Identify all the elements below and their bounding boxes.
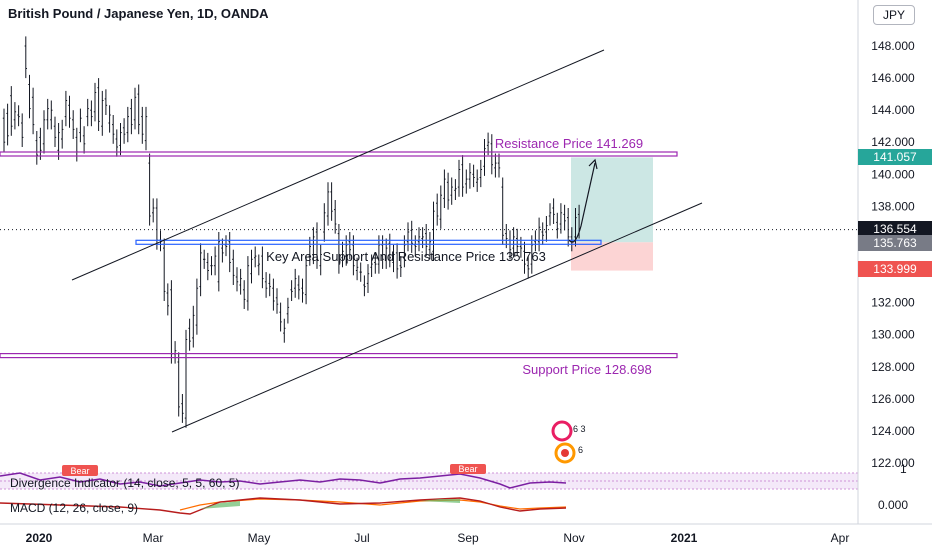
y-tick-label: 148.000	[871, 39, 915, 53]
x-tick-label: Nov	[563, 531, 584, 545]
projection-arrow	[568, 162, 596, 243]
y-tick-label: 140.000	[871, 167, 915, 181]
support-label: Support Price 128.698	[522, 362, 651, 377]
y-tick-label: 132.000	[871, 296, 915, 310]
y-tick-label: 126.000	[871, 392, 915, 406]
price-tag	[858, 261, 932, 277]
logo-text-top: 6 3	[573, 424, 586, 434]
logo-text-bottom: 6	[578, 445, 583, 455]
y-tick-label: 138.000	[871, 199, 915, 213]
x-tick-label: Sep	[457, 531, 479, 545]
x-tick-label: 2020	[26, 531, 53, 545]
macd-axis-label-2: 1	[900, 462, 907, 476]
macd-pane[interactable]	[0, 497, 567, 515]
resistance-label: Resistance Price 141.269	[495, 136, 643, 151]
price-axis[interactable]: 148.000 146.000 144.000 142.000 140.000 138.0…	[857, 0, 932, 524]
price-tag	[858, 221, 932, 237]
bear-signal-badge	[62, 465, 98, 476]
y-tick-label: 144.000	[871, 103, 915, 117]
price-tag-label: 141.057	[873, 150, 917, 164]
x-tick-label: Jul	[354, 531, 369, 545]
x-tick-label: Mar	[143, 531, 164, 545]
y-tick-label: 130.000	[871, 328, 915, 342]
plot-area[interactable]	[0, 0, 858, 524]
price-tag-label: 135.763	[873, 236, 917, 250]
price-level-line[interactable]	[135, 239, 602, 245]
y-tick-label: 122.000	[871, 456, 915, 470]
y-tick-label: 142.000	[871, 135, 915, 149]
position-stop-zone[interactable]	[571, 242, 653, 271]
x-tick-label: Apr	[831, 531, 850, 545]
divergence-pane[interactable]: Bear Bear	[0, 464, 858, 490]
currency-button[interactable]: JPY	[873, 5, 915, 25]
macd-histogram	[200, 499, 460, 509]
price-tag	[858, 149, 932, 165]
price-level-line[interactable]	[0, 353, 678, 359]
price-tag-label: 136.554	[873, 222, 917, 236]
price-level-line[interactable]	[0, 151, 678, 157]
bear-signal-badge-2	[450, 464, 486, 474]
divergence-indicator-label[interactable]: Divergence Indicator (14, close, 5, 5, 6…	[10, 476, 240, 490]
macd-indicator-label[interactable]: MACD (12, 26, close, 9)	[10, 501, 139, 515]
macd-axis-label: 0.000	[878, 498, 908, 512]
macd-line	[0, 497, 567, 515]
y-tick-label: 128.000	[871, 360, 915, 374]
bear-signal-text: Bear	[70, 466, 89, 476]
projection-arrowhead-icon	[588, 158, 598, 170]
price-levels[interactable]	[0, 151, 678, 359]
price-tag	[858, 235, 932, 251]
x-tick-label: May	[248, 531, 271, 545]
chart-title: British Pound / Japanese Yen, 1D, OANDA	[8, 6, 269, 21]
time-axis[interactable]: 2020 Mar May Jul Sep Nov 2021 Apr	[0, 523, 932, 545]
bear-signal-text-2: Bear	[458, 464, 477, 474]
key-area-label: Key Area Support And Resistance Price 13…	[266, 249, 546, 264]
position-target-zone[interactable]	[571, 157, 653, 243]
price-tag-label: 133.999	[873, 262, 917, 276]
x-tick-label: 2021	[671, 531, 698, 545]
y-tick-label: 124.000	[871, 424, 915, 438]
channel-upper-trendline[interactable]	[71, 49, 605, 281]
y-tick-label: 146.000	[871, 71, 915, 85]
logo-icon: 6 3 6	[551, 420, 586, 464]
channel-lower-trendline[interactable]	[171, 202, 703, 433]
